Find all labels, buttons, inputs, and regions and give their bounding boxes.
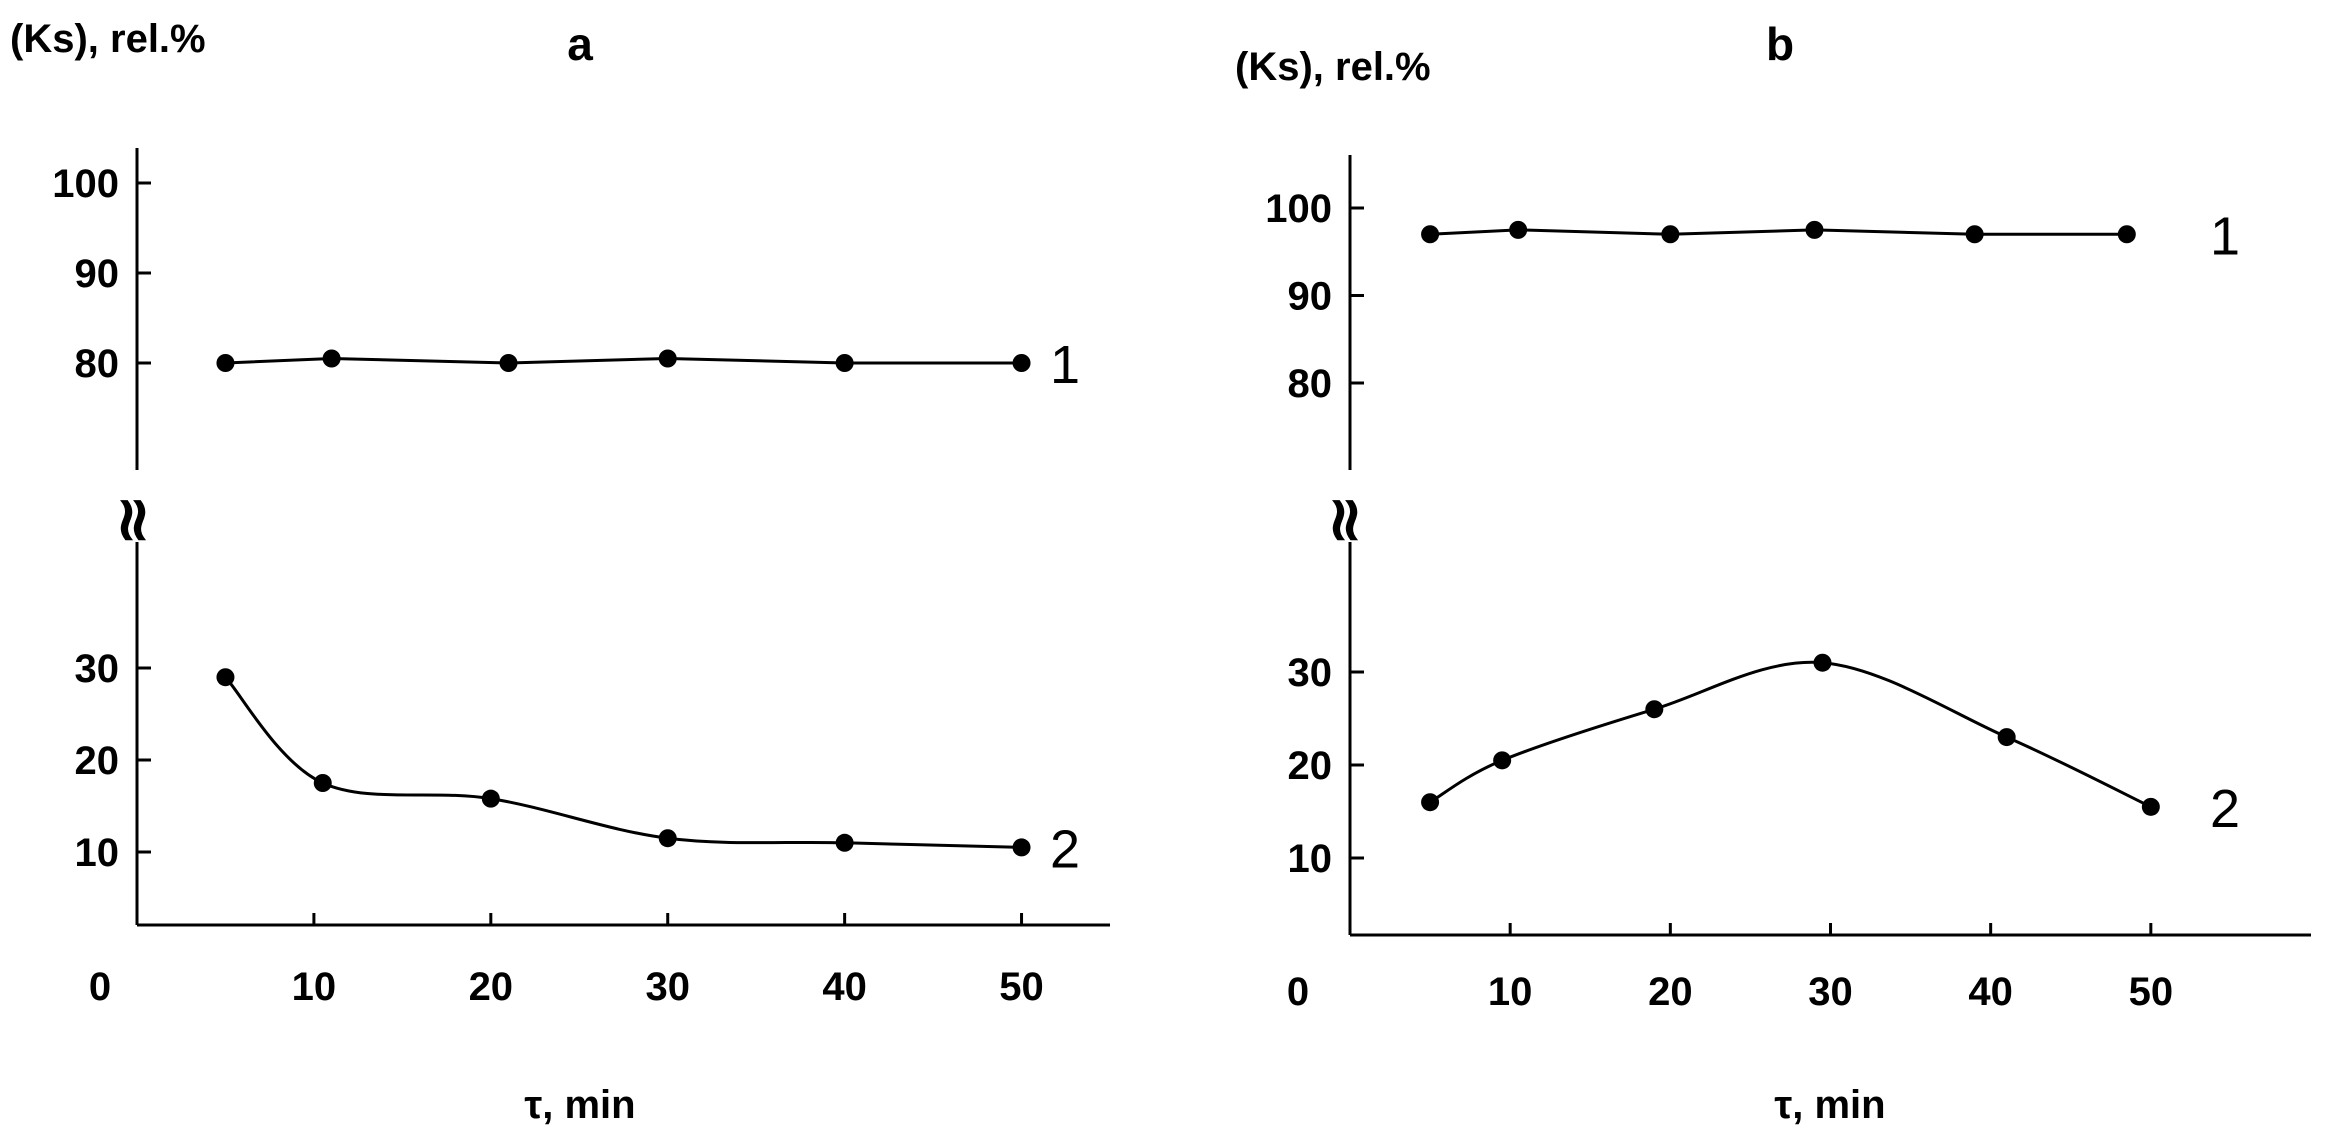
x-tick-label: 50 <box>999 965 1044 1009</box>
data-point <box>658 829 677 848</box>
series-1-line <box>1430 228 2127 236</box>
data-point <box>835 833 854 852</box>
y-tick-label: 10 <box>75 831 120 875</box>
axis-break-mark: ≈ <box>1309 493 1383 547</box>
series-2-line <box>224 676 1022 849</box>
series-label: 2 <box>1050 819 1080 879</box>
y-tick-label: 20 <box>1288 744 1333 788</box>
data-point <box>2117 225 2136 244</box>
panel-title: b <box>1766 18 1794 70</box>
x-tick-label: 40 <box>1968 970 2013 1014</box>
data-point <box>2141 797 2160 816</box>
x-tick-label: 50 <box>2129 970 2174 1014</box>
data-point <box>1493 751 1512 770</box>
x-tick-label: 10 <box>1488 970 1533 1014</box>
x-tick-label: 30 <box>1808 970 1853 1014</box>
y-tick-label: 90 <box>1288 275 1333 319</box>
y-tick-label: 100 <box>1265 187 1332 231</box>
origin-label: 0 <box>89 965 111 1009</box>
data-point <box>1421 225 1440 244</box>
x-tick-label: 20 <box>1648 970 1693 1014</box>
y-axis-label: (Ks), rel.% <box>10 17 206 61</box>
data-point <box>1421 793 1440 812</box>
data-point <box>1805 220 1824 239</box>
data-point <box>1645 700 1664 719</box>
origin-label: 0 <box>1287 970 1309 1014</box>
data-point <box>216 668 235 687</box>
series-label: 1 <box>2210 206 2240 266</box>
series-label: 2 <box>2210 779 2240 839</box>
x-axis-label: τ, min <box>524 1083 635 1127</box>
data-point <box>481 789 500 808</box>
data-point <box>313 774 332 792</box>
panel-b: ≈ b (Ks), rel.% τ, min 0 10 20 30 40 50 80 90 100 10 2… <box>1235 18 2311 1127</box>
x-tick-label: 40 <box>822 965 867 1009</box>
x-tick-label: 30 <box>645 965 690 1009</box>
x-axis-label: τ, min <box>1774 1083 1885 1127</box>
x-tick-label: 10 <box>292 965 337 1009</box>
y-tick-label: 10 <box>1288 837 1333 881</box>
data-point <box>1509 220 1528 239</box>
data-point <box>1012 838 1031 857</box>
data-point <box>1012 354 1031 372</box>
data-point <box>835 354 854 372</box>
data-point <box>1813 653 1832 672</box>
data-point <box>658 349 677 368</box>
data-point <box>216 354 235 372</box>
axis-break-mark: ≈ <box>97 493 171 547</box>
data-point <box>322 349 341 368</box>
panel-a: ≈ a (Ks), rel.% τ, min 0 10 20 30 40 50 80 90 100 10 2… <box>10 17 1110 1127</box>
data-point <box>1661 225 1680 244</box>
series-label: 1 <box>1050 335 1080 395</box>
y-tick-label: 80 <box>1288 362 1333 406</box>
data-point <box>1965 225 1984 244</box>
y-tick-label: 20 <box>75 739 120 783</box>
y-tick-label: 30 <box>1288 651 1333 695</box>
series-2-line <box>1429 660 2152 809</box>
series-1-line <box>225 356 1022 365</box>
x-tick-label: 20 <box>469 965 514 1009</box>
data-point <box>499 354 518 372</box>
y-axis-label: (Ks), rel.% <box>1235 45 1431 89</box>
y-tick-label: 30 <box>75 647 120 691</box>
data-point <box>1997 728 2016 747</box>
y-tick-label: 100 <box>52 162 119 206</box>
y-tick-label: 80 <box>75 342 120 386</box>
panel-title: a <box>567 18 593 70</box>
y-tick-label: 90 <box>75 252 120 296</box>
